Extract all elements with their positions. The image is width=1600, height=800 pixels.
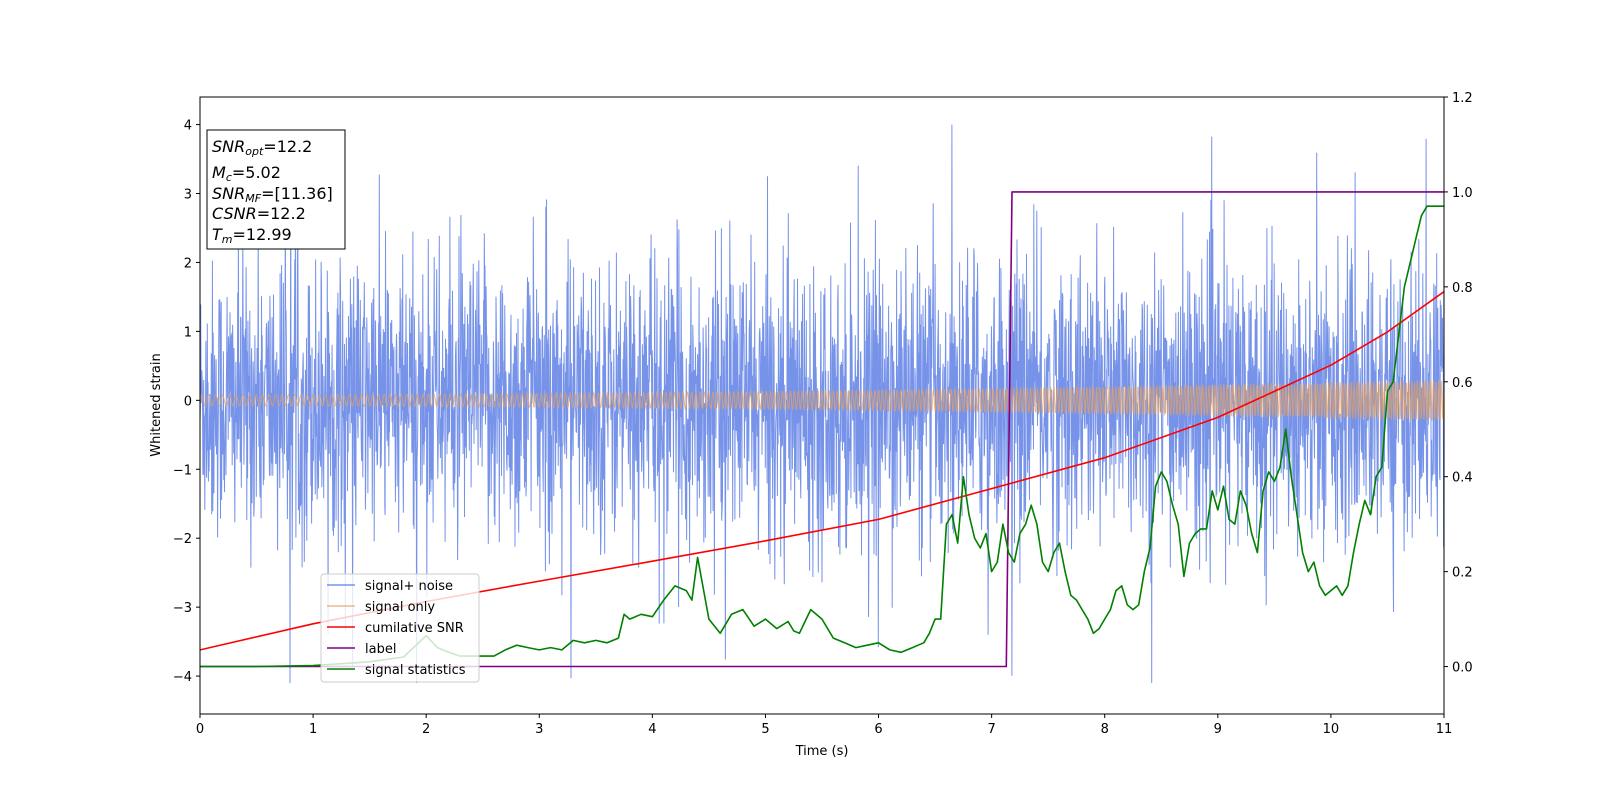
y-right-tick-label: 0.0 [1452,661,1473,676]
legend-label-label: label [365,642,396,657]
info-mc: Mc=5.02 [212,163,281,184]
info-tm: Tm=12.99 [212,225,292,246]
x-tick-label: 2 [422,722,430,737]
x-tick-label: 9 [1214,722,1222,737]
x-tick-label: 7 [987,722,995,737]
series-signal-noise-line [200,124,1444,684]
y-left-tick-label: −2 [173,532,192,547]
y-right-tick-label: 1.2 [1452,91,1473,106]
series-signal-statistics-line [200,205,1444,668]
y-left-tick-label: −1 [173,463,192,478]
y-left-tick-label: 0 [184,394,192,409]
legend-frame [320,573,480,683]
info-box: SNRopt=12.2 Mc=5.02 SNRMF=[11.36] CSNR=1… [206,129,346,250]
legend-label-signal-noise: signal+ noise [365,579,453,594]
x-axis-label: Time (s) [795,744,849,759]
y-axis-left: −4 −3 −2 −1 0 1 2 3 4 [173,119,200,685]
y-axis-right: 0.0 0.2 0.4 0.6 0.8 1.0 1.2 [1444,91,1473,676]
x-tick-label: 0 [196,722,204,737]
series-label-line [200,191,1444,668]
x-tick-label: 11 [1436,722,1453,737]
info-box-frame [206,129,346,250]
x-axis: 0 1 2 3 4 5 6 7 8 9 10 11 [196,714,1452,737]
y-right-tick-label: 0.6 [1452,376,1473,391]
y-left-tick-label: 4 [184,119,192,134]
y-left-tick-label: 1 [184,325,192,340]
x-tick-label: 8 [1101,722,1109,737]
y-axis-label: Whitened strain [149,353,164,456]
y-left-tick-label: −4 [173,670,192,685]
y-left-tick-label: 2 [184,256,192,271]
y-left-tick-label: 3 [184,188,192,203]
info-snr-opt: SNRopt=12.2 [212,137,312,158]
x-tick-label: 6 [874,722,882,737]
info-snr-mf: SNRMF=[11.36] [212,184,333,205]
legend-label-signal-only: signal only [365,600,435,615]
x-tick-label: 5 [761,722,769,737]
legend: signal+ noise signal only cumilative SNR la… [320,573,480,683]
y-right-tick-label: 1.0 [1452,186,1473,201]
y-right-tick-label: 0.8 [1452,281,1473,296]
legend-label-signal-statistics: signal statistics [365,663,466,678]
x-tick-label: 4 [648,722,656,737]
y-right-tick-label: 0.4 [1452,471,1473,486]
plot-frame [199,96,1445,715]
info-csnr: CSNR=12.2 [212,204,306,223]
x-tick-label: 3 [535,722,543,737]
y-right-tick-label: 0.2 [1452,566,1473,581]
y-left-tick-label: −3 [173,601,192,616]
x-tick-label: 1 [309,722,317,737]
legend-label-cumilative-snr: cumilative SNR [365,621,464,636]
x-tick-label: 10 [1323,722,1340,737]
series-signal-only-line [200,379,1444,421]
